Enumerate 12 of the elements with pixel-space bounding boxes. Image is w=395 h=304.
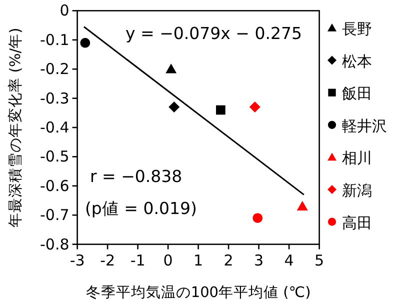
x-axis-title: 冬季平均気温の100年平均値 (℃)	[86, 284, 311, 301]
y-axis-title: 年最深積雪の年変化率 (%/年)	[7, 28, 24, 228]
annotation: r = −0.838	[90, 167, 182, 186]
legend-label: 松本	[342, 52, 372, 70]
legend-label: 高田	[342, 214, 372, 232]
legend-label: 長野	[342, 20, 372, 38]
legend-label: 相川	[342, 149, 372, 168]
annotation: (p値 = 0.019)	[85, 199, 197, 218]
annotation: y = −0.079x − 0.275	[126, 24, 302, 43]
legend-label: 軽井沢	[342, 116, 387, 135]
legend-label: 飯田	[342, 84, 372, 103]
legend-label: 新潟	[342, 182, 372, 200]
